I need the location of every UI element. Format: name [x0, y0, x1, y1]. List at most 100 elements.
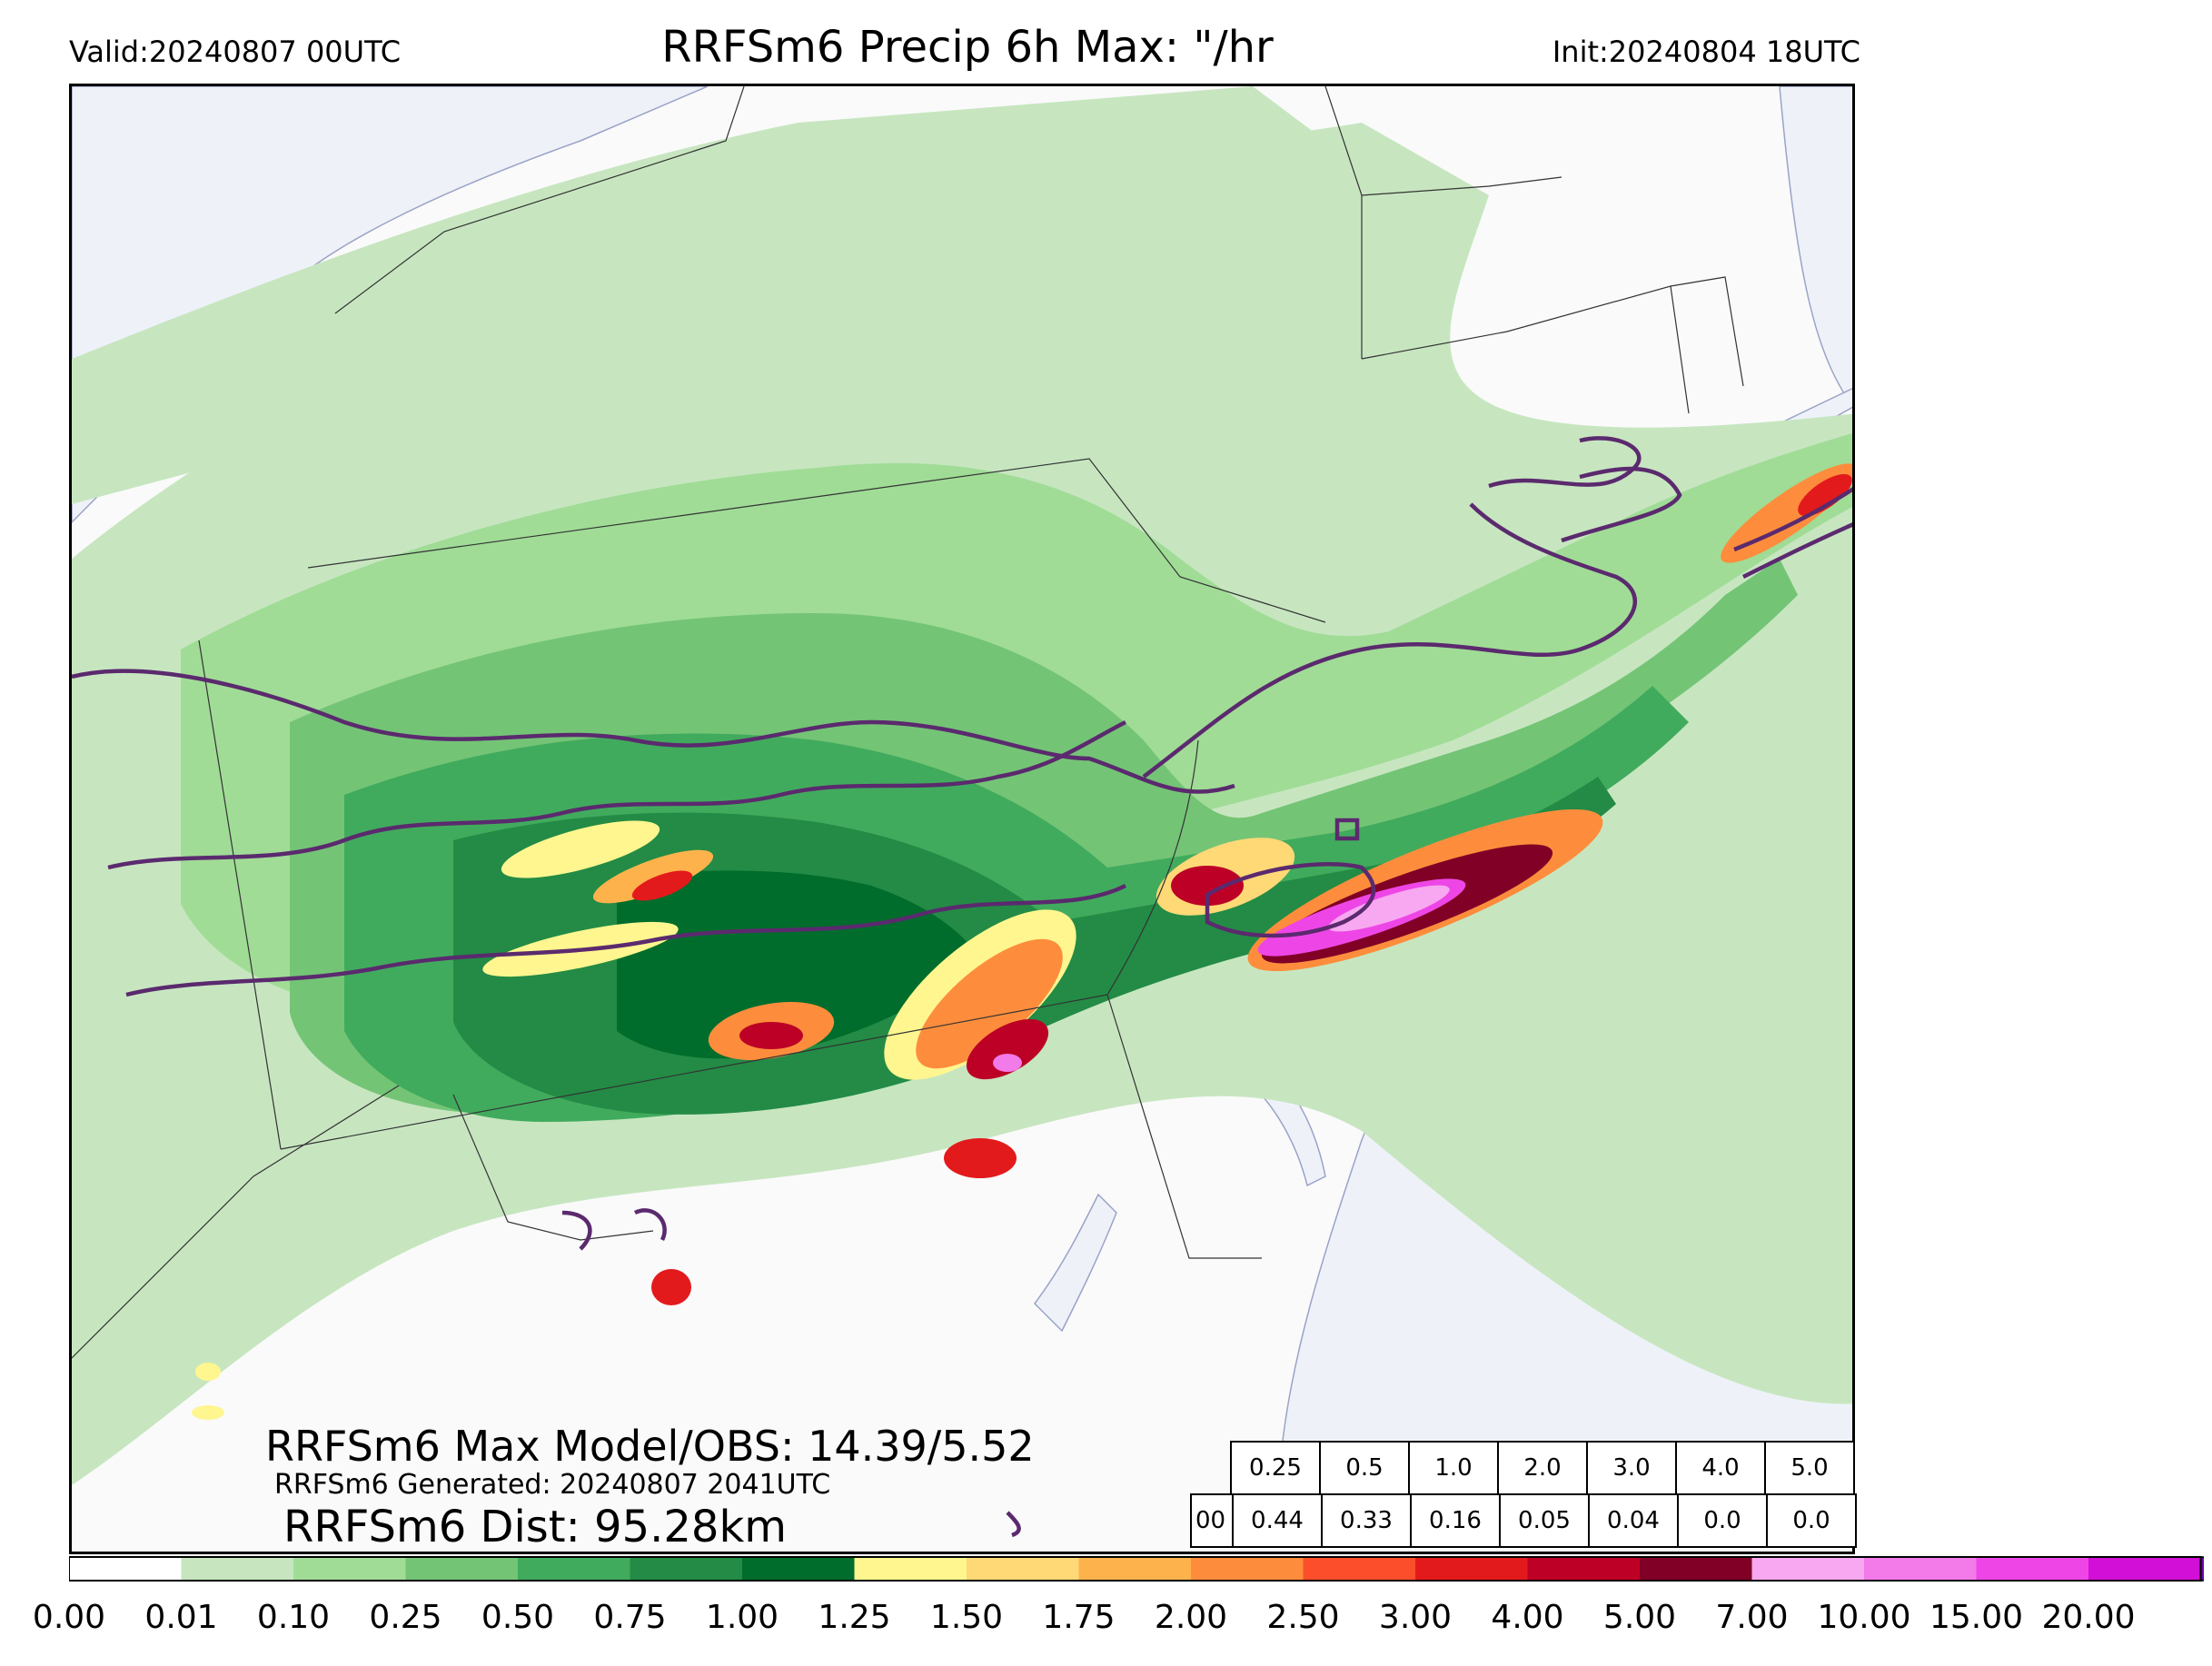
heavy-precip-cells: [192, 463, 1852, 1420]
ct-border: [1361, 285, 1690, 414]
cell-red-sw: [651, 1269, 691, 1305]
obs-contour-west-1: [72, 669, 1235, 794]
threshold-cell: 5.0: [1764, 1441, 1855, 1495]
value-cell: 0.16: [1410, 1493, 1501, 1548]
colorbar-segment: [181, 1557, 294, 1581]
obs-contour-box: [1334, 818, 1360, 841]
threshold-header-table: 0.25 0.5 1.0 2.0 3.0 4.0 5.0: [1230, 1441, 1855, 1495]
cell-red-li: [1798, 473, 1852, 517]
colorbar-segment: [1864, 1557, 1977, 1581]
colorbar-tick-label: 5.00: [1602, 1599, 1677, 1636]
threshold-cell: 2.0: [1497, 1441, 1588, 1495]
cell-orange-east1: [916, 938, 1063, 1069]
md-de-border: [1106, 994, 1262, 1259]
cell-red-ne: [1171, 866, 1244, 906]
colorbar-tick-label: 1.00: [705, 1599, 779, 1636]
colorbar-segment: [405, 1557, 519, 1581]
distance-label: RRFSm6 Dist: 95.28km: [283, 1502, 788, 1552]
value-cell: 0.0: [1766, 1493, 1857, 1548]
obs-contours: [72, 436, 1852, 1538]
ma-border: [1361, 176, 1562, 196]
colorbar-outline: [69, 1556, 2202, 1582]
ny-ontario-border: [334, 86, 745, 314]
colorbar-tick-label: 0.10: [256, 1599, 331, 1636]
obs-contour-west-2: [107, 719, 1127, 870]
threshold-values-table: 00 0.44 0.33 0.16 0.05 0.04 0.0 0.0: [1190, 1493, 1857, 1548]
state-boundaries: [72, 86, 1744, 1359]
colorbar-tick-label: 1.50: [929, 1599, 1004, 1636]
value-cell: 0.05: [1499, 1493, 1590, 1548]
max-model-obs-label: RRFSm6 Max Model/OBS: 14.39/5.52: [265, 1422, 1035, 1471]
cell-orange-west: [592, 849, 714, 904]
value-cell: 0.44: [1232, 1493, 1323, 1548]
threshold-row: 0.25 0.5 1.0 2.0 3.0 4.0 5.0: [1230, 1441, 1855, 1495]
cell-yellow-sw1: [195, 1363, 221, 1381]
precip-map: [69, 84, 1855, 1554]
colorbar-segment: [967, 1557, 1079, 1581]
colorbar-segment: [518, 1557, 630, 1581]
colorbar-tick-label: 0.25: [369, 1599, 442, 1636]
colorbar-segment: [742, 1557, 855, 1581]
obs-contour-west-3: [125, 883, 1127, 997]
cell-red-west: [631, 870, 693, 901]
va-border: [72, 1085, 400, 1359]
colorbar-tick-label: 2.50: [1266, 1599, 1340, 1636]
obs-contour-ne-3: [1561, 466, 1682, 543]
colorbar-tick-label: 15.00: [1929, 1599, 2024, 1636]
colorbar-tick-label: 7.00: [1715, 1599, 1789, 1636]
obs-contour-ne-2: [1488, 436, 1642, 489]
colorbar: [69, 1555, 2204, 1582]
cell-red-east1: [966, 1018, 1049, 1080]
colorbar-segment: [1751, 1557, 1865, 1581]
colorbar-segment: [630, 1557, 743, 1581]
colorbar-tick-label: 4.00: [1491, 1599, 1564, 1636]
precip-band-100: [617, 870, 980, 1059]
map-canvas: [72, 86, 1852, 1538]
colorbar-tick-label: 1.75: [1042, 1599, 1116, 1636]
obs-contour-south-1: [633, 1208, 667, 1242]
chesapeake-bay: [1034, 1193, 1117, 1333]
precip-shading: [72, 86, 1852, 1485]
threshold-cell: 0.25: [1230, 1441, 1321, 1495]
colorbar-segment: [2088, 1557, 2201, 1581]
colorbar-tick-label: 0.00: [32, 1599, 106, 1636]
colorbar-segment: [1415, 1557, 1528, 1581]
pa-south-border: [280, 994, 1108, 1150]
colorbar-tick-label: 1.25: [818, 1599, 891, 1636]
cell-red-mid: [739, 1022, 803, 1049]
values-row: 00 0.44 0.33 0.16 0.05 0.04 0.0 0.0: [1190, 1493, 1857, 1548]
pa-west-border: [198, 640, 282, 1150]
colorbar-segment: [293, 1557, 406, 1581]
wv-md-border: [452, 1094, 654, 1241]
colorbar-tick-label: 10.00: [1817, 1599, 1911, 1636]
colorbar-tick-label: 2.00: [1154, 1599, 1228, 1636]
value-cell: 0.04: [1588, 1493, 1679, 1548]
colorbar-segment: [1527, 1557, 1641, 1581]
cell-pink-nj: [1328, 885, 1450, 932]
threshold-cell: 3.0: [1586, 1441, 1677, 1495]
ri-border: [1670, 276, 1744, 387]
colorbar-segment: [1303, 1557, 1416, 1581]
value-cell: 0.0: [1677, 1493, 1768, 1548]
colorbar-tick-label: 0.50: [481, 1599, 555, 1636]
colorbar-tick-label: 0.75: [593, 1599, 667, 1636]
precip-light-north: [72, 86, 1325, 504]
obs-contour-nj: [1205, 862, 1376, 938]
ny-pa-border: [307, 458, 1326, 623]
colorbar-tick-label: 20.00: [2041, 1599, 2136, 1636]
row-label-cell: 00: [1190, 1493, 1234, 1548]
cell-pink-east1: [993, 1054, 1022, 1072]
threshold-cell: 4.0: [1675, 1441, 1766, 1495]
colorbar-segment: [1191, 1557, 1304, 1581]
obs-contour-south-2: [561, 1210, 592, 1251]
threshold-cell: 0.5: [1319, 1441, 1410, 1495]
threshold-cell: 1.0: [1408, 1441, 1499, 1495]
cell-yellow-west: [501, 820, 660, 878]
obs-contour-ne-1: [1142, 502, 1637, 778]
colorbar-segment: [854, 1557, 967, 1581]
pa-nj-border: [1106, 739, 1199, 996]
colorbar-segment: [1640, 1557, 1752, 1581]
obs-contour-south-3: [1006, 1511, 1021, 1538]
colorbar-segment: [69, 1557, 182, 1581]
value-cell: 0.33: [1321, 1493, 1412, 1548]
